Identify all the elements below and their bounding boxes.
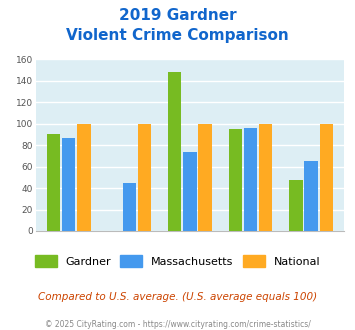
Bar — [304, 161, 318, 231]
Text: Violent Crime Comparison: Violent Crime Comparison — [66, 28, 289, 43]
Bar — [62, 138, 76, 231]
Legend: Gardner, Massachusetts, National: Gardner, Massachusetts, National — [35, 255, 320, 267]
Bar — [320, 124, 333, 231]
Bar — [123, 183, 136, 231]
Bar — [229, 129, 242, 231]
Bar — [168, 72, 181, 231]
Bar — [138, 124, 151, 231]
Bar — [289, 180, 302, 231]
Bar — [47, 134, 60, 231]
Bar — [183, 152, 197, 231]
Bar — [259, 124, 272, 231]
Text: Compared to U.S. average. (U.S. average equals 100): Compared to U.S. average. (U.S. average … — [38, 292, 317, 302]
Bar — [244, 128, 257, 231]
Text: 2019 Gardner: 2019 Gardner — [119, 8, 236, 23]
Text: © 2025 CityRating.com - https://www.cityrating.com/crime-statistics/: © 2025 CityRating.com - https://www.city… — [45, 320, 310, 329]
Bar — [77, 124, 91, 231]
Bar — [198, 124, 212, 231]
